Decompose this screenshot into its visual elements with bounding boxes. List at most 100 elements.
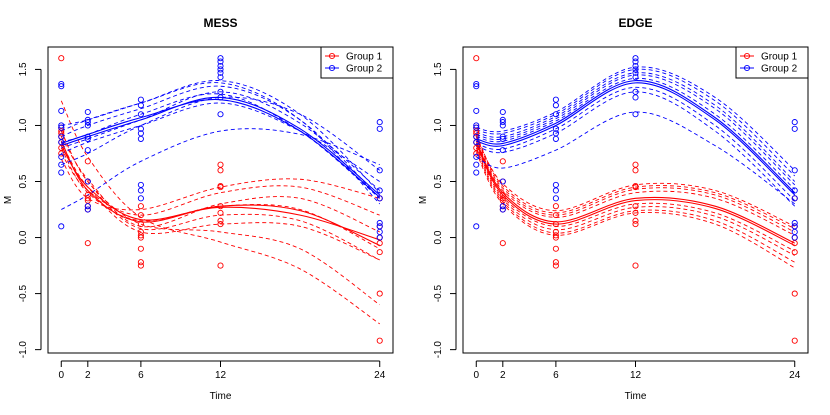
series-dashed-line-group-2 [61, 102, 380, 182]
data-point-group-2 [84, 108, 91, 116]
plot-frame [47, 46, 394, 354]
data-point-group-1 [552, 232, 559, 239]
data-point-group-2 [217, 63, 224, 70]
data-point-group-2 [473, 83, 480, 90]
data-point-group-2 [499, 133, 506, 140]
data-point-group-1 [84, 195, 91, 202]
data-point-group-1 [376, 249, 383, 256]
data-point-group-2 [217, 55, 224, 62]
series-dashed-line-group-1 [60, 130, 380, 261]
x-axis-label: Time [625, 391, 647, 402]
data-point-group-2 [84, 206, 91, 213]
series-dashed-line-group-2 [476, 72, 796, 182]
data-point-group-1 [632, 221, 639, 228]
data-point-group-2 [217, 74, 224, 81]
series-dashed-line-group-1 [475, 138, 795, 236]
data-point-group-1 [499, 195, 506, 202]
data-point-group-2 [499, 135, 506, 142]
legend-box [735, 46, 809, 79]
data-point-group-2 [58, 139, 65, 146]
data-point-group-2 [552, 181, 559, 188]
data-point-group-2 [84, 122, 91, 129]
data-point-group-2 [499, 147, 506, 154]
data-point-group-1 [217, 184, 224, 191]
data-point-group-1 [137, 221, 144, 228]
y-tick-label: -0.5 [18, 285, 29, 303]
data-point-group-2 [58, 122, 65, 129]
data-point-group-2 [473, 80, 480, 88]
data-point-group-2 [58, 107, 65, 114]
legend-marker [743, 64, 751, 72]
data-point-group-2 [632, 111, 639, 118]
data-point-group-1 [137, 232, 144, 239]
data-point-group-1 [217, 221, 224, 228]
data-point-group-1 [217, 262, 224, 269]
data-point-group-1 [58, 150, 65, 157]
series-line-group-1 [475, 143, 795, 246]
y-tick-label: 1.0 [433, 118, 444, 132]
data-point-group-2 [499, 108, 506, 116]
data-point-group-1 [473, 150, 480, 157]
data-point-group-1 [632, 217, 639, 224]
data-point-group-2 [376, 125, 383, 132]
x-tick-label: 0 [58, 370, 64, 381]
data-point-group-2 [552, 102, 559, 109]
y-tick-label: -0.5 [433, 285, 444, 303]
data-point-group-2 [499, 122, 506, 129]
data-point-group-2 [58, 133, 65, 140]
data-point-group-1 [632, 184, 639, 191]
data-point-group-2 [84, 119, 91, 126]
data-point-group-1 [632, 209, 639, 216]
legend-label: Group 2 [346, 64, 383, 75]
data-point-group-2 [791, 223, 798, 230]
data-point-group-2 [552, 135, 559, 142]
data-point-group-2 [632, 69, 639, 76]
data-point-group-1 [137, 262, 144, 269]
series-dashed-line-group-1 [475, 149, 795, 263]
chart-title: MESS [203, 16, 237, 30]
y-tick-label: 1.0 [18, 118, 29, 132]
data-point-group-2 [58, 161, 65, 168]
data-point-group-1 [84, 240, 91, 247]
data-point-group-1 [499, 240, 506, 247]
data-point-group-1 [137, 245, 144, 252]
y-tick-label: 1.5 [433, 62, 444, 76]
data-point-group-1 [473, 55, 480, 62]
x-tick-label: 12 [630, 370, 642, 381]
data-point-group-2 [632, 63, 639, 70]
data-point-group-2 [217, 66, 224, 73]
data-point-group-2 [84, 133, 91, 140]
series-dashed-line-group-2 [61, 96, 380, 171]
data-point-group-1 [217, 209, 224, 216]
data-point-group-1 [137, 212, 144, 219]
series-line-group-2 [476, 82, 796, 196]
data-point-group-1 [137, 234, 144, 241]
data-point-group-2 [632, 55, 639, 62]
data-point-group-1 [217, 167, 224, 174]
data-point-group-2 [58, 80, 65, 88]
series-dashed-line-group-2 [61, 82, 381, 205]
x-tick-label: 2 [85, 370, 91, 381]
data-point-group-2 [791, 187, 798, 194]
series-line-group-1 [60, 145, 380, 241]
data-point-group-1 [217, 217, 224, 224]
series-dashed-line-group-2 [476, 68, 796, 177]
data-point-group-1 [499, 158, 506, 165]
data-point-group-2 [791, 234, 798, 241]
data-point-group-1 [376, 337, 383, 344]
data-point-group-1 [552, 212, 559, 219]
legend-label: Group 1 [346, 52, 383, 63]
data-point-group-1 [137, 203, 144, 210]
data-point-group-2 [217, 69, 224, 76]
data-point-group-1 [632, 262, 639, 269]
data-point-group-2 [137, 181, 144, 188]
data-point-group-1 [137, 259, 144, 266]
series-dashed-line-group-1 [475, 134, 795, 229]
data-point-group-2 [791, 195, 798, 202]
data-point-group-1 [552, 203, 559, 210]
y-tick-label: -1.0 [433, 341, 444, 359]
y-axis-label: M [3, 196, 14, 204]
data-point-group-2 [473, 223, 480, 230]
series-dashed-line-group-2 [61, 93, 381, 199]
